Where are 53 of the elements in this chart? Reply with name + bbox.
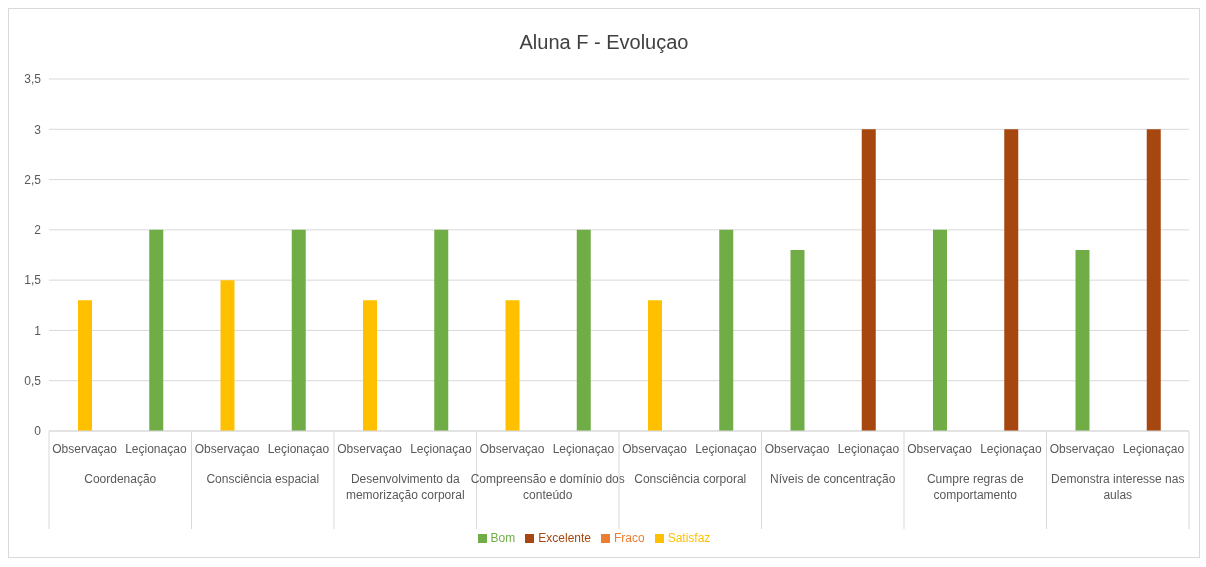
y-tick-label: 1	[34, 323, 42, 338]
bar	[291, 229, 306, 431]
x-tick-label: Observaçao	[622, 442, 688, 456]
text: Desenvolvimento da memorização corporal	[345, 472, 465, 502]
text: Coordenação	[84, 472, 157, 486]
x-tick-label: Observaçao	[52, 442, 118, 456]
bar	[78, 300, 92, 431]
bar	[933, 229, 947, 431]
x-tick-label: Observaçao	[907, 442, 973, 456]
legend-label: Bom	[490, 531, 516, 545]
x-tick-label: Leçionaçao	[1122, 442, 1185, 456]
bar	[719, 229, 734, 431]
text: Cumpre regras de comportamento	[926, 472, 1024, 502]
bar	[149, 229, 164, 431]
x-tick-label: Leçionaçao	[125, 442, 187, 456]
y-tick-label: 3	[34, 122, 42, 137]
text: Níveis de concentração	[770, 472, 896, 486]
x-tick-label: Observaçao	[337, 442, 403, 456]
bar	[576, 229, 591, 431]
bar	[434, 229, 449, 431]
bar	[505, 300, 520, 431]
bar	[220, 280, 235, 431]
chart-title: Aluna F - Evoluçao	[518, 31, 690, 54]
bar	[1075, 249, 1090, 431]
x-tick-label: Leçionaçao	[410, 442, 472, 456]
bar	[1146, 129, 1161, 431]
legend-label: Excelente	[538, 531, 591, 545]
x-tick-label: Observaçao	[764, 442, 830, 456]
text: Consciência espacial	[206, 472, 320, 486]
bar	[1004, 129, 1019, 431]
x-tick-label: Observaçao	[479, 442, 545, 456]
x-tick-label: Leçionaçao	[980, 442, 1042, 456]
bar	[363, 300, 377, 431]
x-tick-label: Observaçao	[1049, 442, 1115, 456]
y-tick-label: 1,5	[24, 273, 42, 288]
x-tick-label: Leçionaçao	[552, 442, 615, 456]
legend-label: Fraco	[614, 531, 645, 545]
x-tick-label: Leçionaçao	[695, 442, 757, 456]
legend-label: Satisfaz	[667, 531, 711, 545]
y-tick-label: 2,5	[24, 172, 42, 187]
y-tick-label: 2	[34, 223, 42, 238]
x-tick-label: Leçionaçao	[837, 442, 900, 456]
bar	[790, 249, 805, 431]
text: Consciência corporal	[634, 472, 747, 486]
bar	[861, 129, 876, 431]
y-tick-label: 0	[34, 424, 42, 439]
y-tick-label: 3,5	[24, 72, 42, 87]
x-tick-label: Observaçao	[194, 442, 260, 456]
x-tick-label: Leçionaçao	[267, 442, 330, 456]
text: Compreensão e domínio dos conteúdo	[470, 472, 625, 502]
text: Demonstra interesse nas aulas	[1051, 472, 1185, 502]
bar	[648, 300, 662, 431]
y-tick-label: 0,5	[24, 373, 42, 388]
